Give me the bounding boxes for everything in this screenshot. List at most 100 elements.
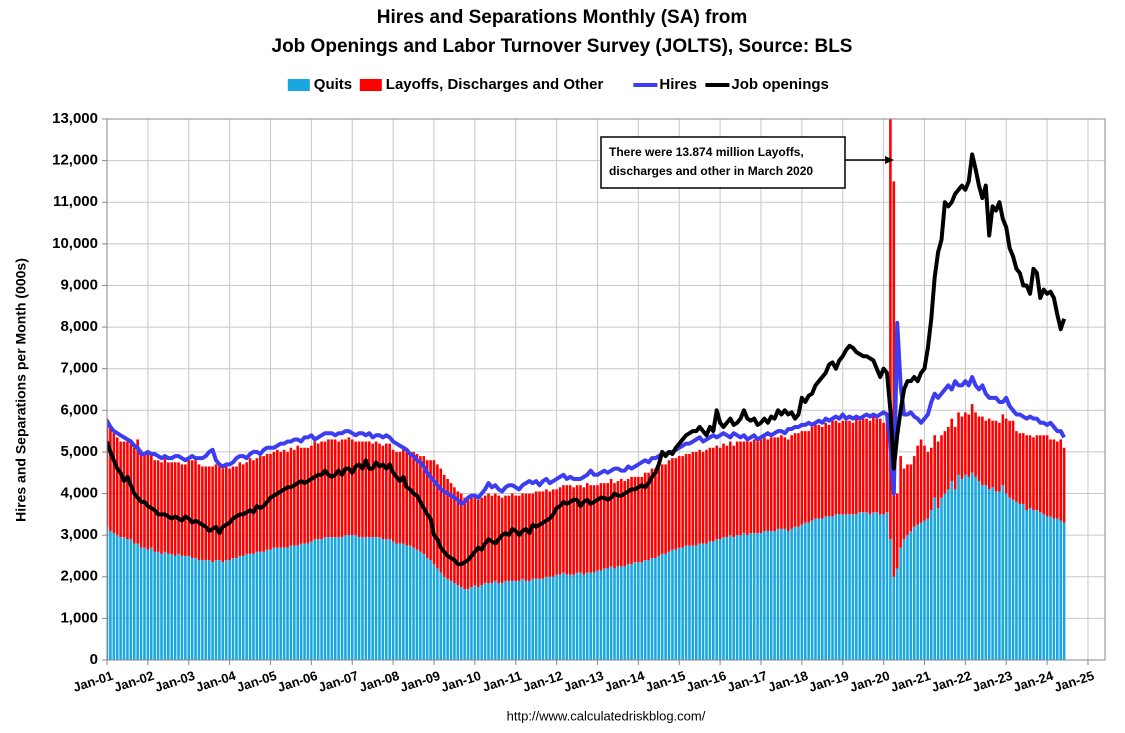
bar bbox=[412, 547, 415, 660]
bar bbox=[698, 543, 701, 660]
bar bbox=[763, 437, 766, 531]
bar bbox=[126, 441, 129, 540]
bar bbox=[1062, 522, 1066, 660]
bar bbox=[725, 445, 729, 538]
bar bbox=[436, 464, 439, 569]
bar bbox=[115, 437, 119, 536]
bar bbox=[531, 578, 535, 660]
bar bbox=[272, 451, 276, 548]
bar bbox=[565, 574, 569, 660]
bar bbox=[660, 464, 664, 554]
x-tick-label: Jan-18 bbox=[766, 668, 810, 695]
bar bbox=[807, 431, 810, 523]
bar bbox=[289, 545, 293, 660]
bar bbox=[551, 489, 555, 577]
x-tick-label: Jan-17 bbox=[725, 668, 769, 695]
bar bbox=[606, 483, 609, 569]
bar bbox=[623, 566, 627, 660]
bar bbox=[987, 418, 991, 490]
bar bbox=[551, 576, 555, 660]
bar bbox=[647, 472, 650, 561]
bar bbox=[1001, 414, 1005, 486]
bar bbox=[545, 576, 548, 660]
bar bbox=[313, 539, 317, 660]
bar bbox=[677, 547, 681, 660]
bar bbox=[282, 449, 286, 548]
bar bbox=[684, 545, 688, 660]
bar bbox=[742, 533, 746, 660]
bar bbox=[361, 441, 364, 538]
bar bbox=[534, 578, 538, 660]
bar bbox=[878, 418, 882, 515]
y-tick-label: 4,000 bbox=[60, 485, 98, 502]
bar bbox=[160, 553, 163, 660]
bar bbox=[337, 441, 340, 538]
bar bbox=[528, 493, 531, 581]
bar bbox=[616, 481, 620, 567]
bar bbox=[507, 495, 511, 581]
bar bbox=[177, 553, 180, 660]
bar bbox=[316, 539, 320, 660]
bar bbox=[1045, 516, 1049, 660]
bar bbox=[885, 416, 889, 513]
bar bbox=[378, 537, 381, 660]
bar bbox=[953, 426, 957, 490]
bar bbox=[381, 445, 385, 540]
bar bbox=[282, 547, 286, 660]
bar bbox=[592, 485, 596, 573]
bar bbox=[814, 518, 817, 660]
bar bbox=[756, 441, 759, 534]
bar bbox=[248, 553, 252, 660]
bar bbox=[374, 537, 378, 660]
bar bbox=[735, 441, 739, 536]
bar bbox=[299, 447, 303, 544]
bar bbox=[143, 547, 146, 660]
bar bbox=[592, 572, 596, 660]
y-tick-label: 5,000 bbox=[60, 443, 98, 460]
bar bbox=[848, 420, 851, 515]
lines bbox=[107, 152, 1067, 567]
bar bbox=[330, 439, 334, 538]
bar bbox=[364, 537, 368, 660]
y-tick-label: 0 bbox=[90, 651, 98, 668]
bar bbox=[453, 583, 456, 660]
bar bbox=[517, 580, 521, 660]
bar bbox=[987, 489, 991, 660]
bar bbox=[136, 543, 139, 660]
bar bbox=[974, 476, 977, 660]
bar bbox=[269, 549, 272, 660]
bar bbox=[739, 535, 742, 660]
bar bbox=[940, 497, 943, 660]
bar bbox=[841, 514, 845, 660]
bar bbox=[143, 451, 146, 548]
bar bbox=[374, 441, 378, 538]
bar bbox=[749, 441, 753, 534]
bar bbox=[868, 514, 872, 660]
bar bbox=[803, 431, 807, 523]
bar bbox=[718, 539, 722, 660]
bar bbox=[163, 458, 167, 552]
bar bbox=[371, 537, 374, 660]
bar bbox=[1038, 435, 1042, 513]
bar bbox=[923, 445, 926, 521]
bar bbox=[606, 568, 609, 660]
bar bbox=[831, 516, 834, 660]
plot-frame bbox=[106, 118, 1106, 661]
bar bbox=[415, 454, 419, 550]
bar bbox=[657, 555, 661, 660]
bar bbox=[640, 476, 644, 563]
bar bbox=[647, 560, 650, 660]
bar bbox=[933, 497, 936, 660]
bar bbox=[449, 483, 453, 581]
bar bbox=[402, 449, 405, 544]
bar bbox=[650, 558, 654, 660]
bar bbox=[381, 539, 385, 660]
bar bbox=[136, 439, 139, 544]
bar bbox=[950, 418, 954, 482]
bar bbox=[197, 464, 201, 561]
bar bbox=[231, 466, 235, 559]
bar bbox=[112, 533, 116, 660]
bar bbox=[923, 520, 926, 660]
bar bbox=[463, 589, 466, 660]
bar bbox=[412, 451, 415, 548]
